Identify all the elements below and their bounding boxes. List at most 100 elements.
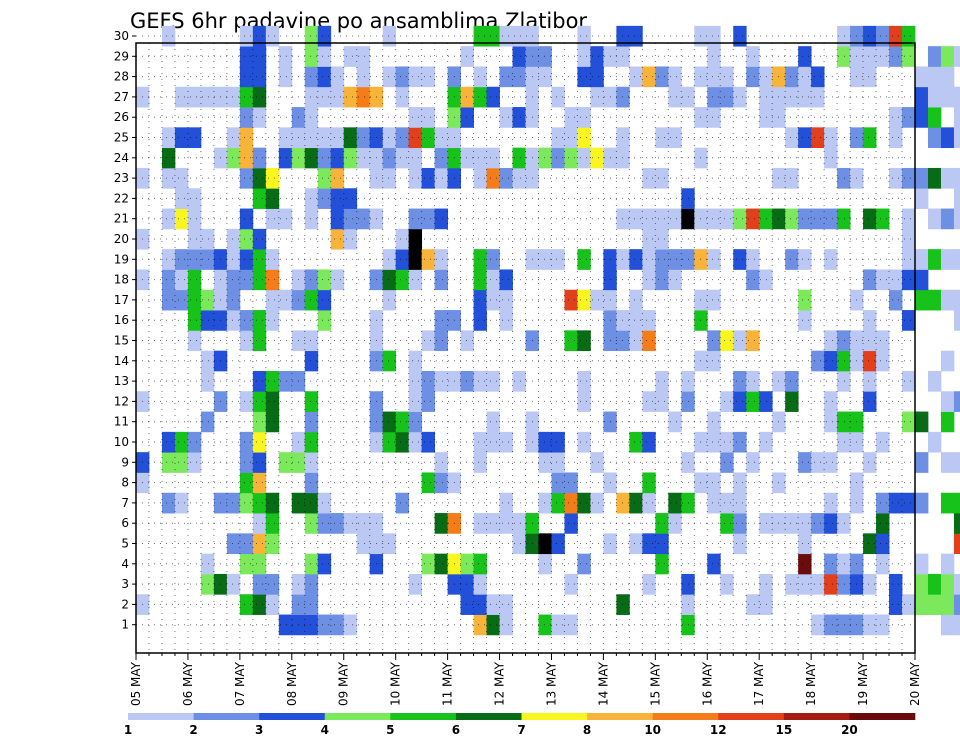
heatmap-cell [460, 107, 474, 128]
heatmap-cell [759, 66, 773, 88]
heatmap-cell [239, 492, 254, 514]
heatmap-cell [226, 127, 241, 149]
heatmap-cell [421, 391, 436, 412]
heatmap-cell [668, 492, 682, 514]
heatmap-cell [187, 249, 202, 270]
heatmap-cell [395, 431, 410, 453]
heatmap-cell [863, 269, 877, 291]
heatmap-cell [837, 330, 851, 352]
heatmap-cell [915, 188, 929, 209]
heatmap-cell [304, 452, 319, 473]
heatmap-cell [655, 127, 669, 149]
heatmap-cell [239, 472, 254, 494]
heatmap-cell [252, 310, 267, 331]
heatmap-cell [538, 553, 552, 575]
heatmap-cell [733, 472, 747, 494]
heatmap-cell [681, 249, 695, 270]
heatmap-cell [668, 269, 682, 291]
heatmap-cell [278, 370, 293, 392]
heatmap-cell [486, 86, 500, 108]
heatmap-cell [252, 472, 267, 494]
heatmap-cell [590, 46, 604, 67]
heatmap-cell [304, 208, 319, 230]
heatmap-cell [161, 208, 176, 230]
y-tick-label: 19 [114, 252, 129, 266]
heatmap-cell [252, 269, 267, 291]
heatmap-cell [902, 594, 916, 615]
heatmap-cell [252, 492, 267, 514]
heatmap-cell [707, 553, 721, 575]
heatmap-cell [486, 411, 500, 433]
heatmap-cell [733, 330, 747, 352]
heatmap-cell [616, 492, 630, 514]
heatmap-cell [629, 310, 643, 331]
heatmap-cell [798, 573, 812, 595]
heatmap-cell [824, 411, 838, 433]
heatmap-cell [577, 127, 591, 149]
heatmap-cell [785, 513, 799, 534]
heatmap-cell [408, 269, 423, 291]
heatmap-cell [317, 86, 332, 108]
heatmap-cell [200, 573, 215, 595]
heatmap-cell [499, 594, 513, 615]
heatmap-cell [811, 614, 825, 636]
heatmap-cell [927, 66, 942, 88]
heatmap-cell [278, 452, 293, 473]
heatmap-cell [837, 370, 851, 392]
heatmap-cell [304, 614, 319, 636]
heatmap-cell [668, 86, 682, 108]
heatmap-cell [200, 370, 215, 392]
heatmap-cell [200, 411, 215, 433]
heatmap-cell [304, 391, 319, 412]
heatmap-cell [889, 492, 903, 514]
heatmap-cell [564, 289, 578, 311]
heatmap-cell [798, 86, 812, 108]
heatmap-cell [759, 431, 773, 453]
heatmap-cell [382, 269, 397, 291]
heatmap-cell [940, 452, 955, 473]
heatmap-cell [304, 107, 319, 128]
heatmap-cell [434, 553, 448, 575]
y-tick-label: 12 [114, 394, 129, 408]
heatmap-cell [876, 553, 890, 575]
heatmap-cell [681, 86, 695, 108]
heatmap-cell [343, 147, 358, 169]
heatmap-cell [551, 127, 565, 149]
heatmap-cell [486, 289, 500, 311]
heatmap-cell [902, 228, 916, 250]
heatmap-cell [629, 533, 643, 555]
heatmap-cell [317, 289, 332, 311]
heatmap-cell [876, 46, 890, 67]
heatmap-cell [720, 513, 734, 534]
heatmap-cell [681, 594, 695, 615]
heatmap-cell [863, 533, 877, 555]
y-tick-label: 13 [114, 374, 129, 388]
heatmap-cell [512, 167, 526, 189]
heatmap-cell [940, 249, 955, 270]
heatmap-cell [824, 127, 838, 149]
heatmap-cell [707, 66, 721, 88]
heatmap-cell [889, 269, 903, 291]
heatmap-cell [278, 66, 293, 88]
heatmap-cell [421, 472, 436, 494]
heatmap-cell [940, 66, 955, 88]
heatmap-cell [798, 310, 812, 331]
heatmap-cell [499, 289, 513, 311]
heatmap-cell [837, 513, 851, 534]
heatmap-cell [304, 269, 319, 291]
heatmap-cell [265, 188, 280, 209]
heatmap-cell [863, 127, 877, 149]
heatmap-cell [629, 431, 643, 453]
heatmap-cell [811, 452, 825, 473]
heatmap-cell [590, 86, 604, 108]
legend-swatch [128, 713, 194, 720]
heatmap-cell [161, 147, 176, 169]
heatmap-cell [940, 492, 955, 514]
heatmap-cell [174, 208, 189, 230]
heatmap-cell [707, 25, 721, 47]
heatmap-cell [655, 167, 669, 189]
heatmap-cell [304, 188, 319, 209]
heatmap-cell [408, 249, 423, 270]
heatmap-cell [252, 86, 267, 108]
heatmap-cell [577, 249, 591, 270]
